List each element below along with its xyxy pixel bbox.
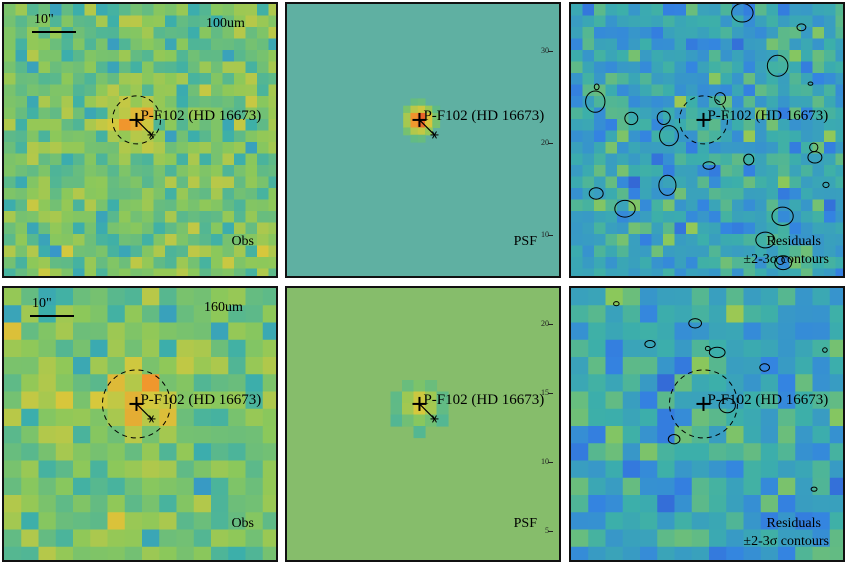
tick-mark — [548, 235, 553, 236]
pixel-map — [287, 288, 559, 560]
tick-mark — [548, 530, 553, 532]
scale-bar — [32, 31, 76, 33]
source-plus-marker — [696, 396, 711, 411]
tick-mark — [548, 323, 553, 325]
band-label: 100um — [206, 16, 245, 31]
panel-psf-band1: P-F102 (HD 16673) PSF 30 20 10 — [285, 2, 561, 278]
pixel-map — [571, 4, 843, 276]
tick-label: 5 — [545, 525, 549, 535]
pixel-map — [287, 4, 559, 276]
panel-corner-label: PSF — [513, 516, 537, 531]
pixel-map — [4, 4, 276, 276]
panel-corner-sublabel: ±2-3σ contours — [743, 534, 829, 549]
source-label: P-F102 (HD 16673) — [707, 107, 829, 124]
panel-res-band1: P-F102 (HD 16673) Residuals ±2-3σ contours — [569, 2, 845, 278]
source-plus-marker — [696, 112, 711, 127]
source-label: P-F102 (HD 16673) — [140, 391, 262, 408]
scale-bar — [30, 315, 74, 317]
tick-label: 30 — [541, 46, 549, 55]
panel-corner-sublabel: ±2-3σ contours — [743, 252, 829, 267]
panel-obs-band1: P-F102 (HD 16673) 10" 100um Obs — [2, 2, 278, 278]
tick-mark — [548, 51, 553, 52]
source-plus-marker — [129, 396, 144, 411]
source-label: P-F102 (HD 16673) — [423, 391, 545, 408]
panel-corner-label: PSF — [513, 234, 537, 249]
aperture-circle — [111, 95, 161, 145]
star-asterisk-marker — [430, 131, 439, 139]
tick-label: 15 — [541, 387, 549, 397]
aperture-circle — [678, 95, 728, 145]
star-asterisk-marker — [147, 131, 156, 139]
tick-label: 10 — [541, 456, 549, 466]
scale-bar-label: 10" — [34, 12, 54, 27]
star-asterisk-marker — [430, 415, 439, 423]
axis-ticks: 20 15 10 5 — [539, 288, 553, 560]
source-label: P-F102 (HD 16673) — [707, 391, 829, 408]
star-asterisk-marker — [147, 415, 156, 423]
source-label: P-F102 (HD 16673) — [423, 107, 545, 124]
scale-bar-label: 10" — [32, 296, 52, 311]
band-label: 160um — [204, 300, 243, 315]
tick-label: 10 — [541, 230, 549, 239]
tick-mark — [548, 461, 553, 463]
panel-obs-band2: P-F102 (HD 16673) 10" 160um Obs — [2, 286, 278, 562]
tick-label: 20 — [541, 138, 549, 147]
source-label: P-F102 (HD 16673) — [140, 107, 262, 124]
panel-psf-band2: P-F102 (HD 16673) PSF 20 15 10 5 — [285, 286, 561, 562]
panel-corner-label: Obs — [231, 516, 254, 531]
pixel-map — [4, 288, 276, 560]
panel-corner-label: Residuals — [766, 234, 821, 249]
panel-corner-label: Obs — [231, 234, 254, 249]
panel-corner-label: Residuals — [766, 516, 821, 531]
tick-mark — [548, 143, 553, 144]
panel-res-band2: P-F102 (HD 16673) Residuals ±2-3σ contours — [569, 286, 845, 562]
tick-label: 20 — [541, 318, 549, 328]
pixel-map — [571, 288, 843, 560]
tick-mark — [548, 392, 553, 394]
axis-ticks: 30 20 10 — [539, 4, 553, 276]
